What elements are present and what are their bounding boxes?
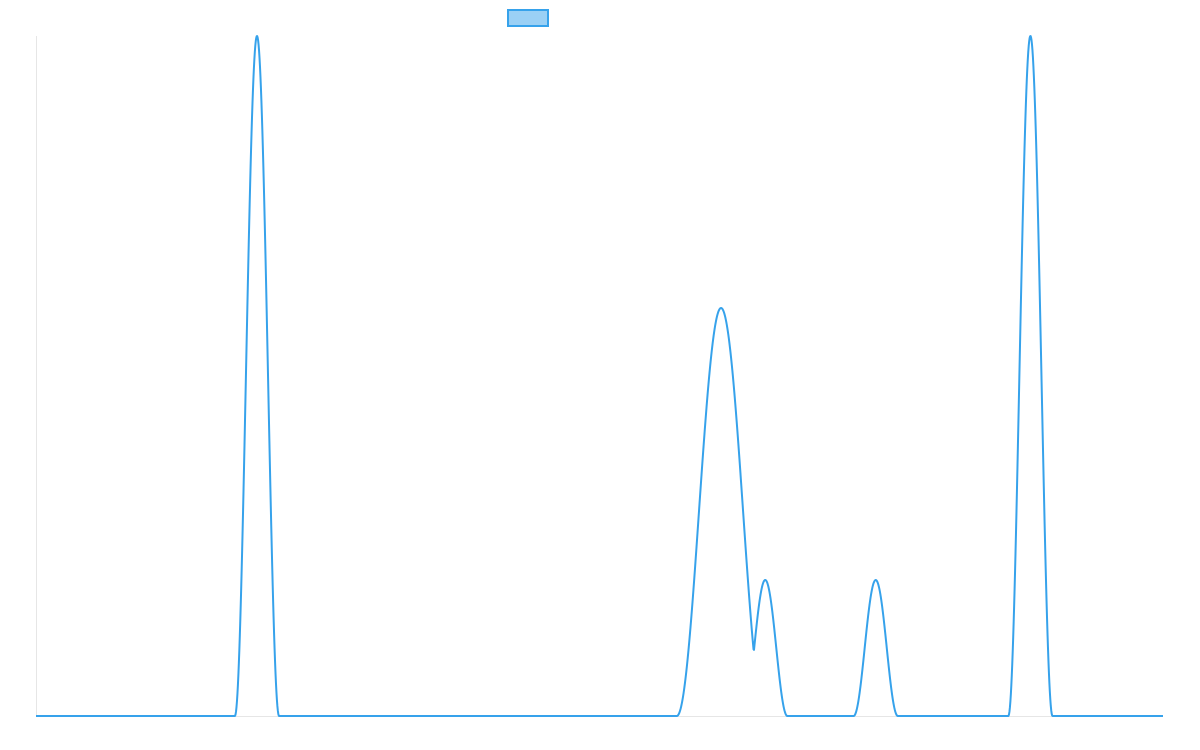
legend-swatch[interactable] (507, 9, 549, 27)
legend[interactable] (507, 9, 549, 27)
series-layer (35, 35, 1164, 717)
series-line-0 (35, 35, 1164, 717)
